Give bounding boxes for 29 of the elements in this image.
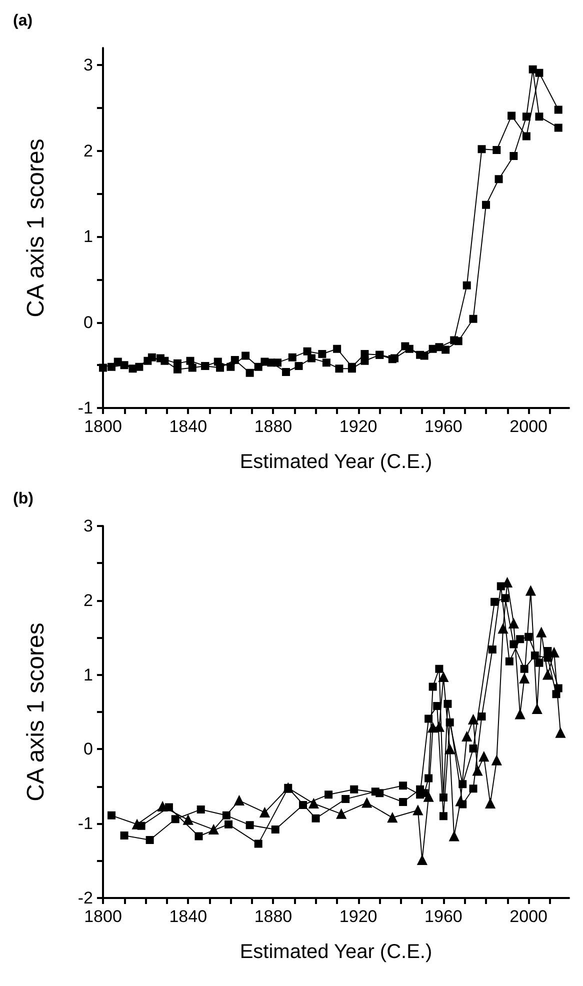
- y-tick-label: 1: [84, 665, 93, 684]
- y-tick-label: 2: [84, 141, 93, 160]
- y-axis-title: CA axis 1 scores: [22, 138, 50, 318]
- x-tick-label: 1880: [254, 417, 292, 436]
- y-tick-label: 3: [84, 56, 93, 75]
- y-tick-label: -1: [78, 398, 93, 418]
- x-tick-label: 1920: [339, 907, 378, 926]
- y-tick-label: 3: [84, 516, 93, 536]
- x-tick-label: 1880: [254, 907, 292, 926]
- y-axis-title: CA axis 1 scores: [22, 622, 50, 802]
- y-tick-label: 2: [84, 590, 93, 610]
- y-tick-label: -2: [78, 888, 93, 908]
- x-axis-title: Estimated Year (C.E.): [240, 941, 432, 963]
- x-tick-label: 1960: [424, 907, 462, 926]
- x-tick-label: 1840: [169, 417, 208, 436]
- x-tick-label: 1960: [424, 417, 462, 436]
- x-tick-label: 2000: [510, 417, 548, 436]
- y-tick-label: -1: [78, 814, 93, 834]
- y-tick-label: 0: [84, 312, 93, 332]
- chart-title: (a): [13, 12, 33, 30]
- x-axis-title: Estimated Year (C.E.): [240, 451, 432, 473]
- x-tick-label: 1800: [84, 907, 122, 926]
- chart-title: (b): [13, 490, 34, 508]
- x-tick-label: 1920: [339, 417, 378, 436]
- y-tick-label: 0: [84, 740, 93, 759]
- x-tick-label: 2000: [510, 907, 548, 926]
- y-tick-label: 1: [84, 227, 93, 246]
- x-tick-label: 1800: [84, 417, 122, 436]
- x-tick-label: 1840: [169, 907, 208, 926]
